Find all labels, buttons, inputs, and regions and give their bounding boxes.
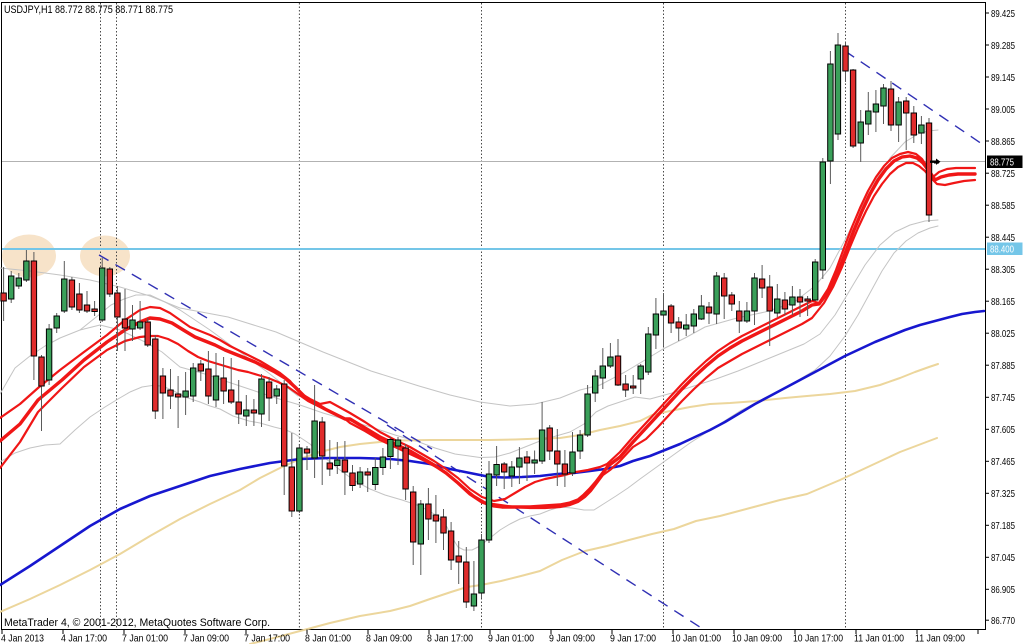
svg-text:7 Jan 17:00: 7 Jan 17:00 bbox=[244, 633, 290, 644]
svg-text:86.770: 86.770 bbox=[991, 615, 1015, 627]
svg-text:87.745: 87.745 bbox=[991, 392, 1015, 404]
svg-text:87.045: 87.045 bbox=[991, 552, 1015, 564]
svg-text:9 Jan 01:00: 9 Jan 01:00 bbox=[488, 633, 534, 644]
svg-text:87.465: 87.465 bbox=[991, 456, 1015, 468]
svg-text:8 Jan 09:00: 8 Jan 09:00 bbox=[366, 633, 412, 644]
svg-text:87.605: 87.605 bbox=[991, 424, 1015, 436]
svg-text:7 Jan 09:00: 7 Jan 09:00 bbox=[183, 633, 229, 644]
svg-text:88.025: 88.025 bbox=[991, 328, 1015, 340]
svg-text:7 Jan 01:00: 7 Jan 01:00 bbox=[122, 633, 168, 644]
svg-text:89.285: 89.285 bbox=[991, 40, 1015, 52]
svg-text:9 Jan 17:00: 9 Jan 17:00 bbox=[610, 633, 656, 644]
svg-text:88.445: 88.445 bbox=[991, 232, 1015, 244]
svg-text:10 Jan 17:00: 10 Jan 17:00 bbox=[793, 633, 843, 644]
svg-text:88.400: 88.400 bbox=[990, 243, 1014, 255]
svg-text:10 Jan 01:00: 10 Jan 01:00 bbox=[671, 633, 721, 644]
svg-text:88.305: 88.305 bbox=[991, 264, 1015, 276]
svg-text:8 Jan 17:00: 8 Jan 17:00 bbox=[427, 633, 473, 644]
svg-text:11 Jan 01:00: 11 Jan 01:00 bbox=[854, 633, 904, 644]
svg-text:87.185: 87.185 bbox=[991, 520, 1015, 532]
svg-text:88.775: 88.775 bbox=[990, 156, 1014, 168]
svg-text:89.425: 89.425 bbox=[991, 8, 1015, 20]
svg-text:89.005: 89.005 bbox=[991, 104, 1015, 116]
svg-text:88.725: 88.725 bbox=[991, 168, 1015, 180]
svg-text:89.145: 89.145 bbox=[991, 72, 1015, 84]
svg-text:86.905: 86.905 bbox=[991, 584, 1015, 596]
svg-text:4 Jan 17:00: 4 Jan 17:00 bbox=[61, 633, 107, 644]
svg-text:MetaTrader 4, © 2001-2012, Met: MetaTrader 4, © 2001-2012, MetaQuotes So… bbox=[4, 617, 270, 629]
svg-text:88.585: 88.585 bbox=[991, 200, 1015, 212]
svg-text:10 Jan 09:00: 10 Jan 09:00 bbox=[732, 633, 782, 644]
svg-text:9 Jan 09:00: 9 Jan 09:00 bbox=[549, 633, 595, 644]
svg-text:87.885: 87.885 bbox=[991, 360, 1015, 372]
svg-text:4 Jan 2013: 4 Jan 2013 bbox=[1, 633, 44, 644]
svg-text:88.865: 88.865 bbox=[991, 136, 1015, 148]
svg-text:8 Jan 01:00: 8 Jan 01:00 bbox=[305, 633, 351, 644]
svg-text:87.325: 87.325 bbox=[991, 488, 1015, 500]
svg-text:USDJPY,H1 88.772 88.775 88.77: USDJPY,H1 88.772 88.775 88.771 88.775 bbox=[4, 4, 173, 16]
svg-text:11 Jan 09:00: 11 Jan 09:00 bbox=[915, 633, 965, 644]
svg-text:88.165: 88.165 bbox=[991, 296, 1015, 308]
